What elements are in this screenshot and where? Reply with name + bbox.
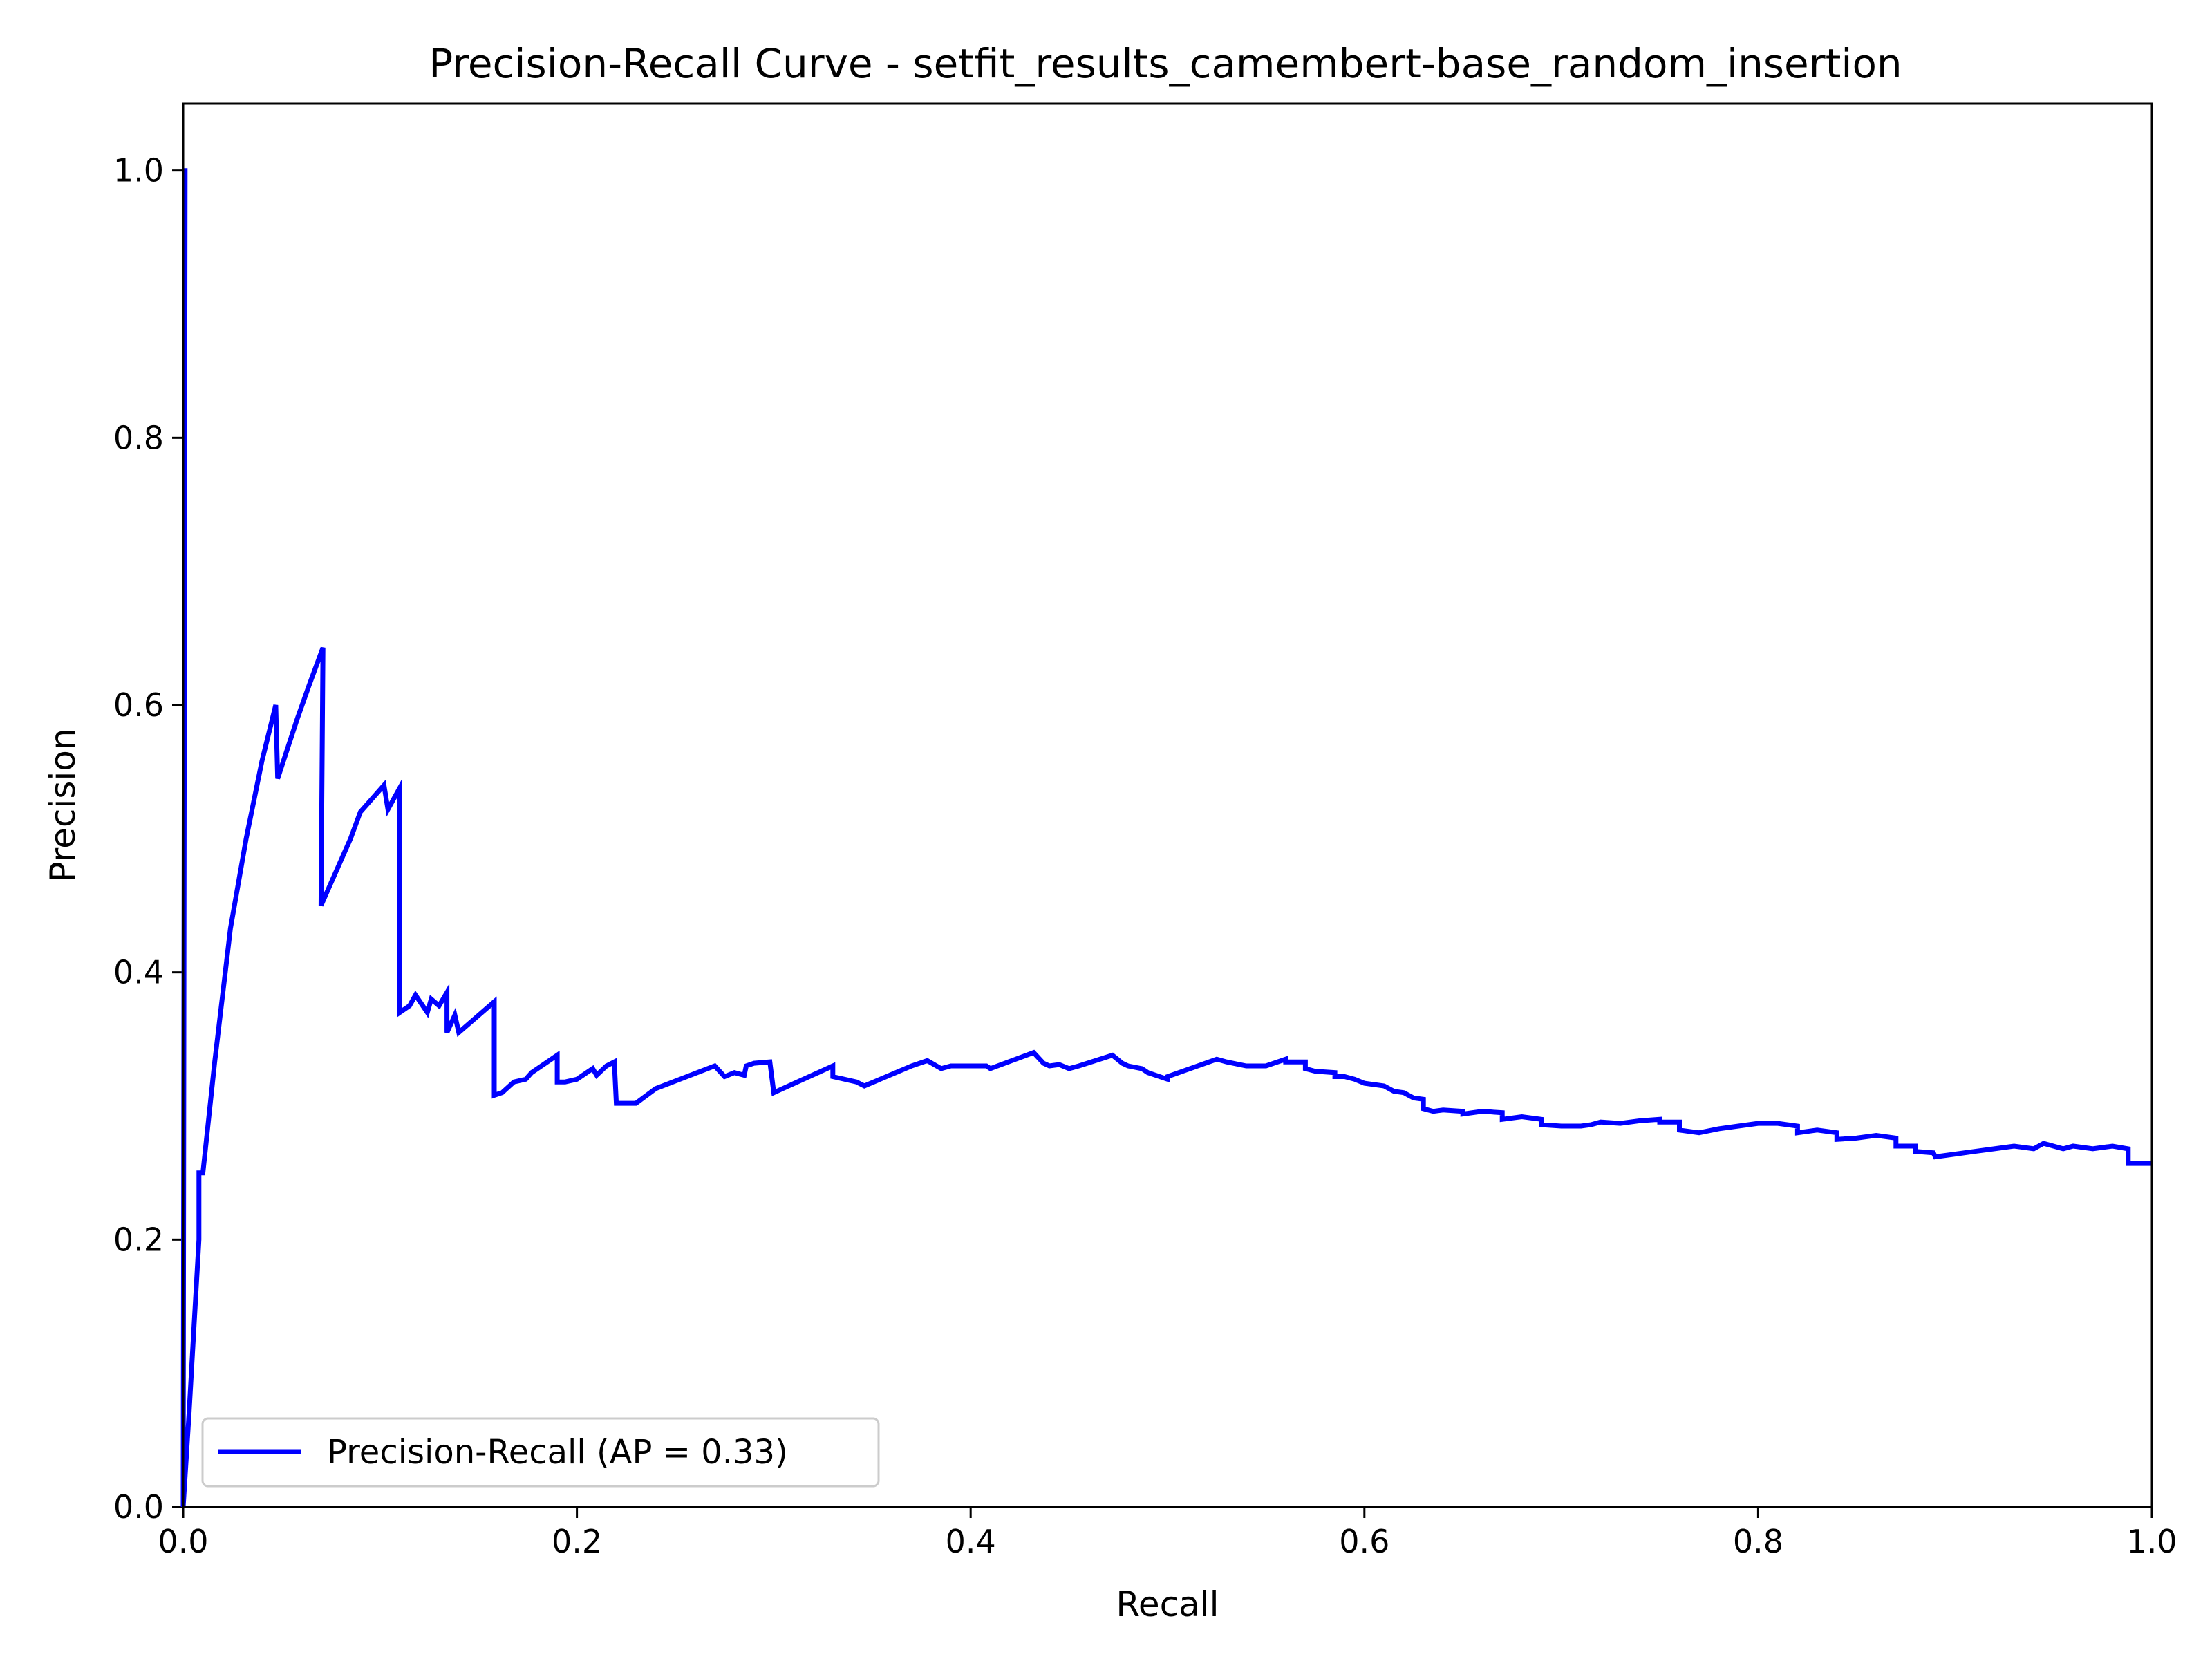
x-tick-label: 0.4 — [946, 1523, 996, 1560]
y-axis-label: Precision — [43, 728, 83, 882]
x-tick-label: 0.6 — [1339, 1523, 1389, 1560]
y-tick-label: 0.2 — [113, 1221, 164, 1258]
x-tick-label: 0.8 — [1733, 1523, 1783, 1560]
x-tick-label: 0.2 — [552, 1523, 602, 1560]
y-tick-label: 0.0 — [113, 1488, 164, 1526]
legend-entry-label: Precision-Recall (AP = 0.33) — [327, 1433, 788, 1472]
y-axis-ticks: 0.0 0.2 0.4 0.6 0.8 1.0 — [113, 152, 183, 1526]
y-tick-label: 0.6 — [113, 686, 164, 724]
x-tick-label: 0.0 — [158, 1523, 208, 1560]
precision-recall-series-line — [180, 168, 2152, 1508]
x-axis-ticks: 0.0 0.2 0.4 0.6 0.8 1.0 — [158, 1507, 2177, 1560]
chart-title: Precision-Recall Curve - setfit_results_… — [429, 40, 1902, 87]
y-tick-label: 0.8 — [113, 419, 164, 456]
legend-box — [201, 1417, 880, 1488]
legend: Precision-Recall (AP = 0.33) — [201, 1417, 880, 1488]
x-tick-label: 1.0 — [2126, 1523, 2177, 1560]
plot-area-frame — [182, 102, 2153, 1508]
y-tick-label: 0.4 — [113, 954, 164, 991]
y-tick-label: 1.0 — [113, 152, 164, 189]
x-axis-label: Recall — [1116, 1584, 1219, 1624]
